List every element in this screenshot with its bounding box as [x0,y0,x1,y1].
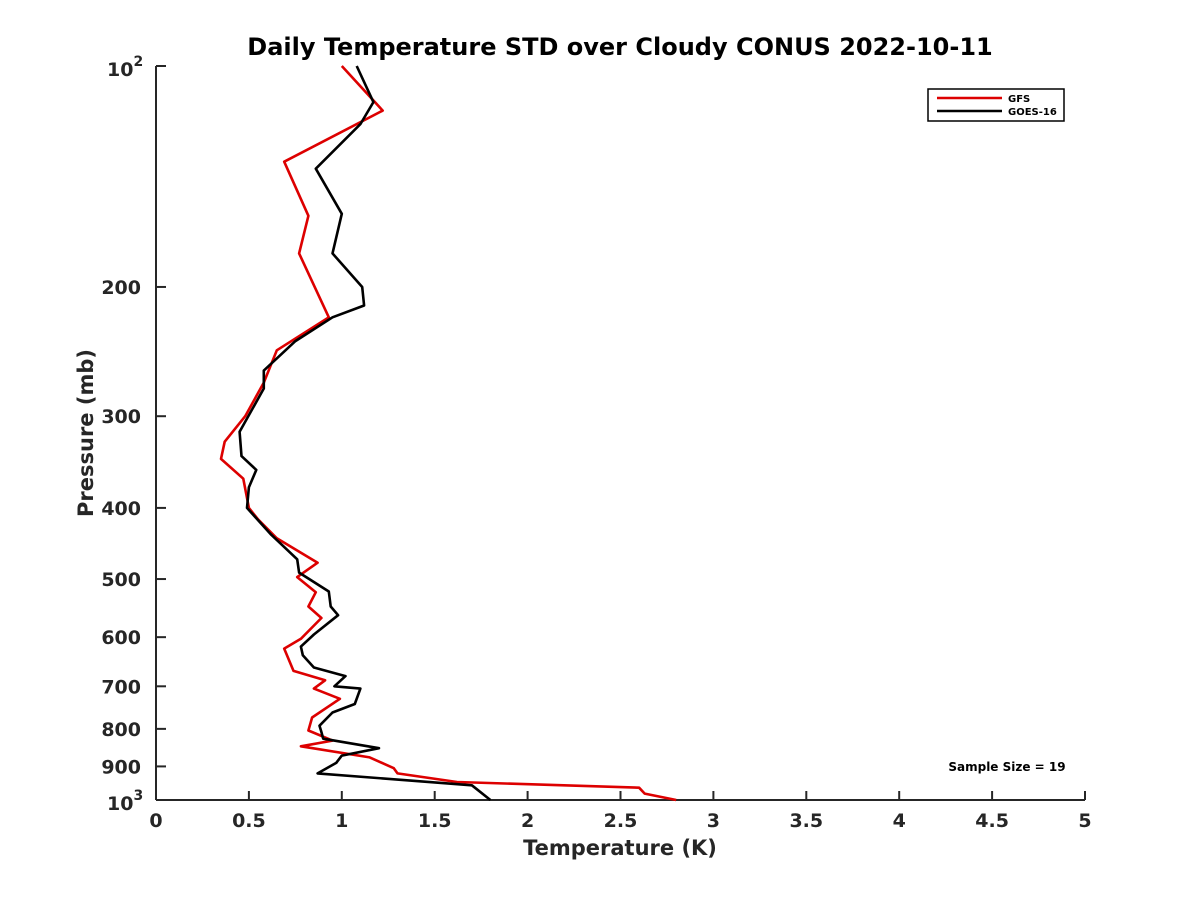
y-tick-label: 900 [101,756,141,778]
x-tick-label: 1.5 [418,810,452,832]
series-line-gfs [219,65,677,802]
y-tick-label: 600 [101,627,141,649]
x-tick-label: 2.5 [604,810,638,832]
x-tick-label: 5 [1078,810,1091,832]
y-tick-label: 300 [101,406,141,428]
legend: GFS GOES-16 [927,88,1065,122]
x-tick-label: 2 [521,810,534,832]
chart-title: Daily Temperature STD over Cloudy CONUS … [247,33,992,61]
y-tick-label: 200 [101,277,141,299]
legend-label: GOES-16 [1008,107,1057,118]
x-axis-label: Temperature (K) [523,836,717,860]
y-tick-label: 400 [101,498,141,520]
y-tick-label: 500 [101,569,141,591]
x-tick-label: 4.5 [975,810,1009,832]
x-tick-label: 3 [707,810,720,832]
x-tick-label: 1 [335,810,348,832]
x-tick-label: 3.5 [789,810,823,832]
axes-layer: 0 0.5 1 1.5 2 2.5 3 3.5 4 4.5 5 102 200 300 400 500 600 7… [101,54,1091,832]
y-tick-label: 800 [101,719,141,741]
series-layer [219,65,677,802]
x-tick-label: 0 [149,810,162,832]
x-tick-label: 0.5 [232,810,266,832]
legend-box [927,88,1065,122]
x-tick-label: 4 [893,810,906,832]
series-line-goes-16 [238,65,492,802]
legend-label: GFS [1008,94,1030,105]
y-axis-label: Pressure (mb) [74,349,98,517]
y-tick-label: 102 [107,54,143,81]
y-tick-label: 103 [107,788,143,815]
y-tick-label: 700 [101,676,141,698]
sample-size-annotation: Sample Size = 19 [948,760,1065,774]
